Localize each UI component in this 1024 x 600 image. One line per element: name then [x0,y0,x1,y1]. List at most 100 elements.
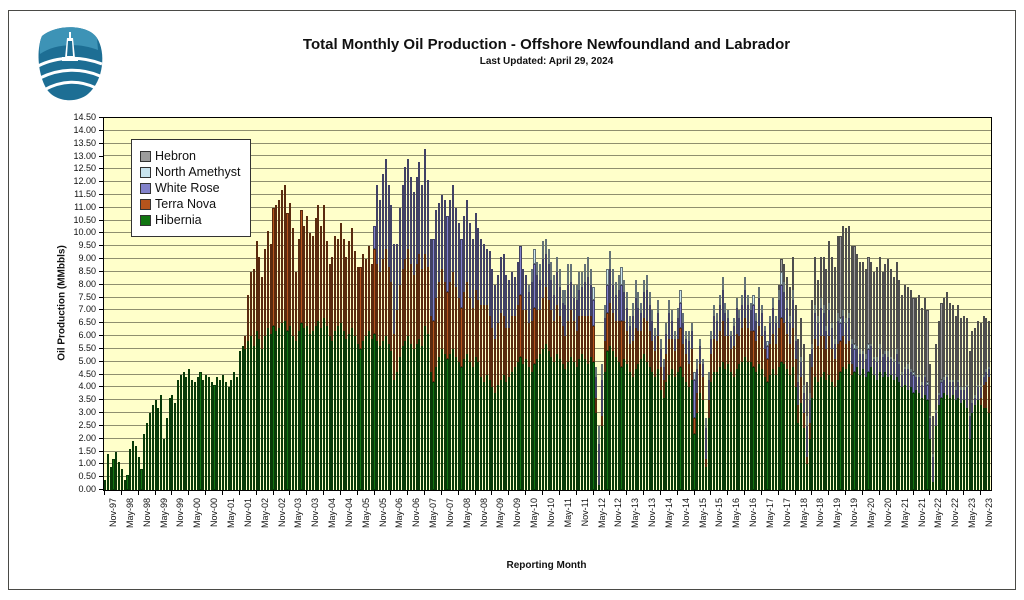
bar-segment [774,374,777,490]
bar-segment [275,205,278,331]
bar-segment [404,166,407,260]
legend-item-hibernia: Hibernia [140,213,240,227]
bar-segment [651,372,654,490]
bar-segment [395,372,398,490]
bar-segment [976,384,980,388]
bar-segment [707,379,710,401]
bar-segment [314,325,317,490]
bar-segment [553,295,556,321]
bar-segment [362,341,365,490]
bar-segment [839,341,842,372]
bar-segment [567,361,570,490]
y-tick [99,373,103,375]
bar-segment [758,287,761,298]
bar-segment [741,328,744,362]
bar-segment [477,300,480,362]
bar-segment [965,318,968,385]
x-tick-label: May-15 [697,498,708,529]
bar-segment [438,356,441,490]
bar-segment [679,289,682,303]
bar-segment [612,284,615,313]
bar-segment [918,392,921,490]
bar-segment [384,159,387,249]
bar-segment [398,284,401,357]
bar-segment [802,384,806,393]
bar-segment [889,359,893,375]
bar-segment [477,361,480,490]
bar-segment [626,330,629,365]
bar-segment [903,369,907,385]
bar-segment [816,323,820,347]
bar-segment [269,243,272,334]
bar-segment [398,207,401,285]
bar-segment [707,400,710,419]
x-axis-tick-labels: Nov-97 May-98 Nov-98 May-99 Nov-99 May-00 Nov-… [103,491,994,549]
bar-segment [564,369,567,490]
bar-segment [752,330,755,367]
bar-segment [370,264,373,339]
bar-segment [376,184,379,265]
bar-segment [696,413,699,490]
bar-segment [982,374,985,378]
bar-segment [390,351,393,490]
bar-segment [937,392,940,396]
bar-segment [502,374,505,490]
x-tick [440,491,442,495]
bar-segment [887,377,890,490]
bar-segment [805,382,808,416]
bar-segment [266,230,269,329]
bar-segment [808,423,811,439]
bar-segment [384,248,387,337]
bar-segment [741,361,744,490]
bar-segment [808,354,811,393]
bar-segment [943,379,946,393]
bar-segment [443,200,446,283]
bar-segment [401,184,404,270]
bar-segment [474,212,477,290]
x-tick-label: Nov-06 [411,498,422,528]
bar-segment [856,253,859,347]
bar-segment [561,289,564,303]
bar-segment [592,300,595,326]
bar-segment [847,364,850,490]
x-tick [221,491,223,495]
bar-segment [496,274,500,324]
bar-segment [898,361,901,365]
bar-segment [825,379,828,490]
bar-segment [572,284,575,298]
bar-segment [280,189,283,324]
x-tick-label: Nov-23 [983,498,994,528]
y-tick [99,450,103,452]
bar-segment [881,354,884,357]
bar-segment [743,318,747,357]
x-tick [525,491,527,495]
bar-segment [853,343,856,349]
bar-segment [533,248,536,265]
bar-segment [895,261,898,349]
bar-segment [732,318,735,326]
bar-segment [106,454,109,490]
legend-label: Terra Nova [155,197,217,211]
bar-segment [407,248,410,337]
bar-segment [758,325,761,365]
y-tick [99,232,103,234]
bar-segment [875,356,878,362]
y-tick [99,168,103,170]
bar-segment [648,305,651,331]
bar-segment [727,364,730,490]
bar-segment [126,474,129,490]
bar-segment [951,382,954,396]
bar-segment [527,292,530,324]
bar-segment [985,407,988,490]
bar-segment [926,382,929,385]
bar-segment [617,361,620,490]
bar-segment [853,348,856,372]
bar-segment [982,315,985,375]
bar-segment [943,297,946,378]
bar-segment [690,323,693,331]
bar-segment [631,377,634,490]
bar-segment [547,264,550,301]
bar-segment [704,428,707,460]
x-tick-label: May-08 [461,498,472,529]
bar-segment [735,297,738,308]
